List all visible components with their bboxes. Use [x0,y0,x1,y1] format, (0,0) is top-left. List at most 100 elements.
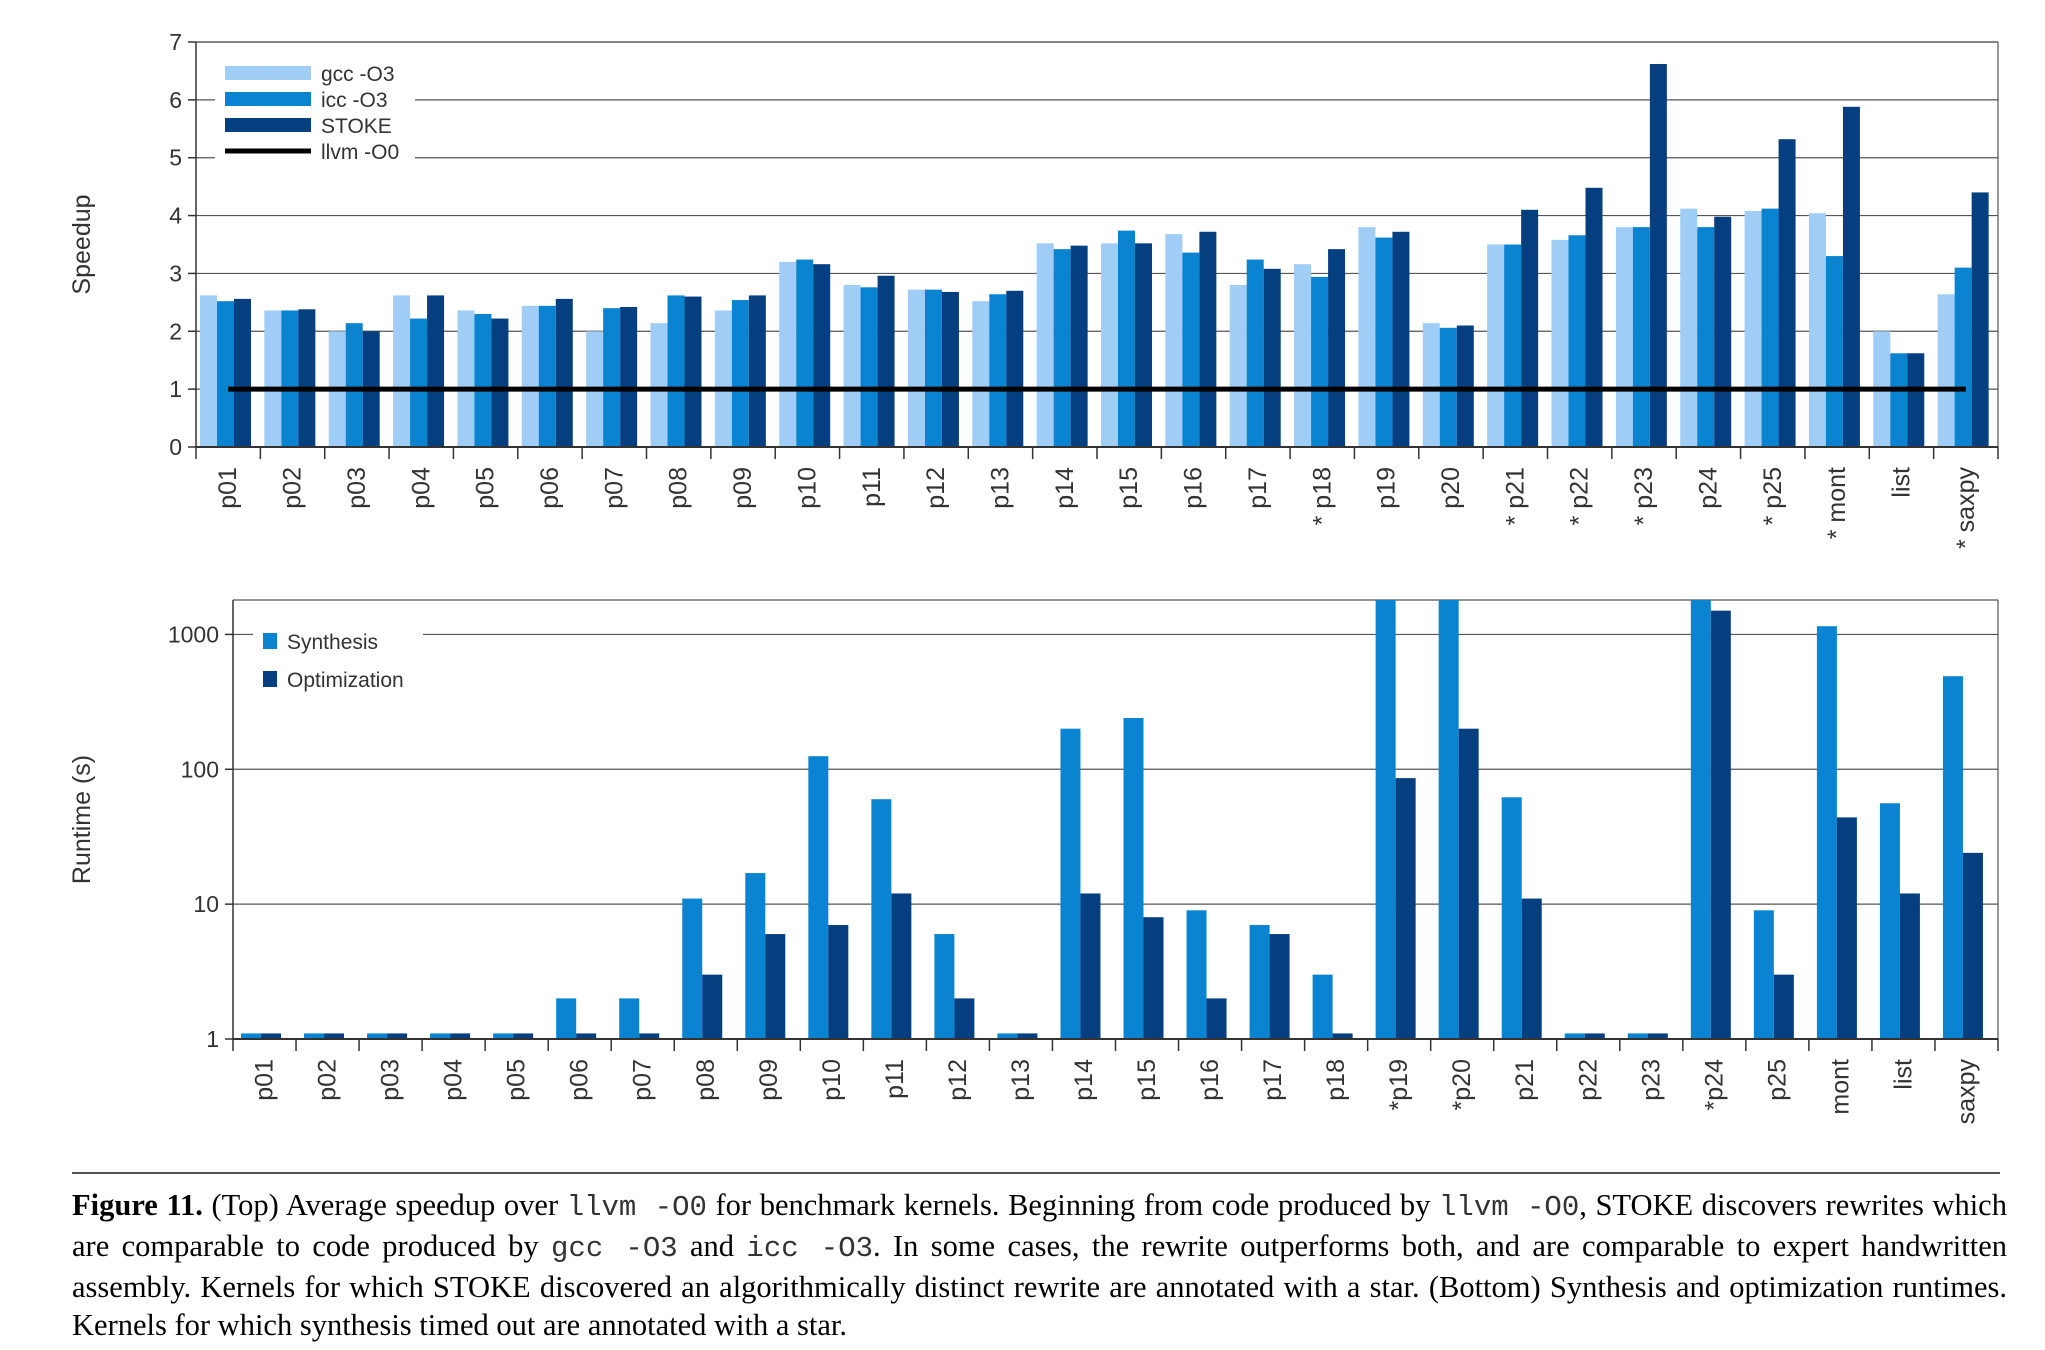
bar-optimization-p16 [1206,998,1227,1039]
x-tick-label-p12: p12 [944,1059,972,1101]
bar-synthesis-saxpy [1942,676,1963,1039]
x-tick-label-p20: p20 [1437,467,1465,509]
x-tick-label-p10: p10 [818,1059,846,1101]
legend-label-synthesis: Synthesis [287,631,378,654]
bar-stoke-saxpy [1971,192,1989,447]
x-tick-label-p09: p09 [729,467,757,509]
legend-swatch-optimization [263,671,277,687]
x-tick-label-p11: p11 [881,1059,909,1099]
bar-optimization-p03 [387,1033,408,1039]
x-tick-label-p03: p03 [377,1059,405,1101]
bar-synthesis-p04 [430,1033,451,1039]
bar-icc-o3-p09 [731,300,749,447]
legend-swatch-stoke [225,118,311,132]
bar-optimization-p13 [1017,1033,1038,1039]
x-tick-label-p13: p13 [1007,1059,1035,1101]
x-tick-label-p06: p06 [536,467,564,509]
bar-stoke-list [1907,353,1925,447]
x-tick-label-p19: p19 [1373,467,1401,509]
bar-stoke-p14 [1070,245,1088,447]
x-tick-label-p01: p01 [251,1059,279,1101]
bar-gcc-o3-p18 [1294,264,1312,447]
legend-label-optimization: Optimization [287,669,404,692]
bar-optimization-p06 [576,1033,597,1039]
x-tick-label-p25: p25 [1763,1059,1791,1101]
bar-synthesis-p18 [1312,974,1333,1039]
bar-synthesis-p22 [1564,1033,1585,1039]
x-tick-label-p23: * p23 [1630,467,1658,525]
x-tick-label-p09: p09 [755,1059,783,1101]
caption-divider [72,1172,2000,1174]
x-tick-label-p04: p04 [407,467,435,509]
x-tick-label-list: list [1889,1059,1917,1090]
y-tick-label: 3 [169,260,182,286]
bar-synthesis-p02 [304,1033,325,1039]
x-tick-label-p02: p02 [314,1059,342,1101]
bar-gcc-o3-p25 [1744,210,1762,447]
bar-gcc-o3-p15 [1101,243,1118,447]
y-tick-label: 1000 [168,621,219,647]
bar-icc-o3-p18 [1311,276,1329,447]
bar-icc-o3-p06 [538,305,556,447]
y-tick-label: 5 [169,145,182,171]
x-tick-label-p02: p02 [279,467,307,509]
bar-synthesis-p19 [1375,600,1396,1039]
bar-gcc-o3-p10 [779,261,797,447]
x-tick-label-p15: p15 [1115,467,1143,509]
bar-gcc-o3-p13 [972,301,990,447]
bar-gcc-o3-p02 [264,310,282,447]
bar-synthesis-p09 [745,873,766,1039]
bar-icc-o3-p08 [667,295,685,447]
x-tick-label-p21: * p21 [1501,467,1529,525]
bar-icc-o3-p04 [410,318,428,447]
bar-synthesis-list [1879,803,1900,1039]
x-tick-label-p10: p10 [793,467,821,509]
bar-synthesis-p10 [808,756,829,1039]
bar-gcc-o3-p12 [907,289,925,447]
x-tick-label-p24: *p24 [1700,1059,1728,1111]
bar-optimization-list [1899,893,1920,1039]
legend-label-llvm-o0: llvm -O0 [321,141,399,164]
bar-optimization-p10 [828,925,849,1039]
bar-gcc-o3-p17 [1229,285,1247,447]
bar-icc-o3-p19 [1375,237,1393,447]
x-tick-label-p12: p12 [922,467,950,509]
bar-stoke-p20 [1456,325,1474,447]
bar-gcc-o3-p08 [650,323,668,447]
x-tick-label-p23: p23 [1637,1059,1665,1101]
bar-synthesis-p14 [1060,728,1081,1039]
bar-stoke-p24 [1714,216,1732,447]
bar-stoke-p02 [298,309,316,447]
x-tick-label-p04: p04 [440,1059,468,1101]
bar-gcc-o3-mont [1808,213,1826,447]
x-tick-label-p22: p22 [1574,1059,1602,1101]
bar-optimization-p07 [639,1033,660,1039]
bar-optimization-p09 [765,934,786,1039]
bar-stoke-p13 [1006,290,1024,447]
bar-stoke-p25 [1778,139,1796,447]
bar-gcc-o3-p22 [1551,239,1569,447]
bar-stoke-p21 [1521,209,1539,447]
bar-stoke-p09 [748,295,766,447]
bar-icc-o3-p16 [1182,252,1200,447]
x-tick-label-p17: p17 [1259,1059,1287,1101]
bar-icc-o3-p15 [1118,230,1135,447]
bar-stoke-p15 [1135,243,1152,447]
x-tick-label-p05: p05 [503,1059,531,1101]
caption-code-3: gcc -O3 [551,1232,678,1265]
legend-swatch-icc-o3 [225,92,311,106]
bar-gcc-o3-p11 [843,285,861,447]
caption-code-2: llvm -O0 [1439,1191,1580,1224]
bar-synthesis-p06 [556,998,577,1039]
x-tick-label-p24: p24 [1694,467,1722,509]
x-tick-label-list: list [1887,467,1915,498]
bar-stoke-mont [1842,106,1860,448]
bar-stoke-p16 [1199,231,1217,447]
bar-synthesis-p21 [1501,797,1522,1039]
x-tick-label-p16: p16 [1180,467,1208,509]
legend-label-gcc-o3: gcc -O3 [321,63,395,86]
bar-gcc-o3-p01 [200,295,217,447]
bar-synthesis-p24 [1690,600,1711,1039]
bar-optimization-p14 [1080,893,1101,1039]
y-tick-label: 1 [169,376,182,402]
